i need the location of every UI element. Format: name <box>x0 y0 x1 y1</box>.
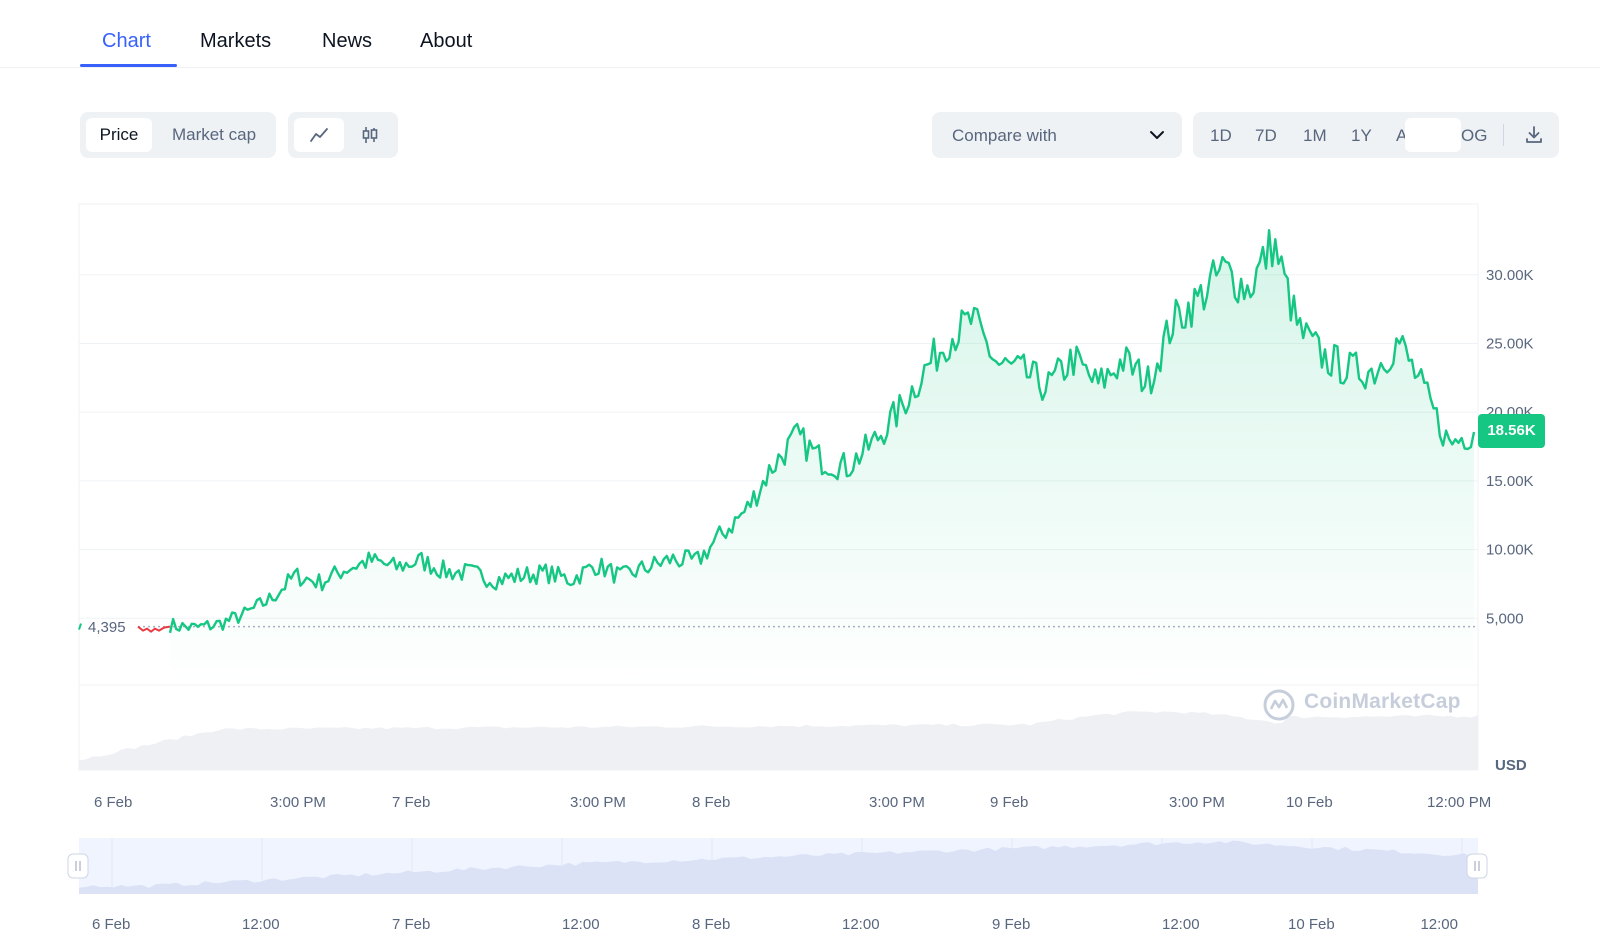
y-tick-label: 15.00K <box>1486 473 1534 490</box>
range-divider <box>1503 124 1504 146</box>
metric-toggle: Price Market cap <box>80 112 276 158</box>
tab-news[interactable]: News <box>322 30 373 52</box>
compare-with-dropdown[interactable]: Compare with <box>932 112 1182 158</box>
time-range-selector: 1D 7D 1M 1Y All OG <box>1193 112 1559 158</box>
chart-type-toggle <box>288 112 398 158</box>
navigator-tick-label: 8 Feb <box>692 916 730 933</box>
x-tick-label: 3:00 PM <box>1169 794 1225 811</box>
tab-markets[interactable]: Markets <box>200 30 272 52</box>
start-price-segment <box>137 625 171 633</box>
navigator-right-handle[interactable] <box>1466 853 1488 879</box>
y-tick-label: 25.00K <box>1486 336 1534 353</box>
range-1y-button[interactable]: 1Y <box>1351 126 1372 145</box>
navigator-tick-label: 12:00 <box>842 916 880 933</box>
active-tab-indicator <box>80 64 177 67</box>
navigator-tick-label: 6 Feb <box>92 916 130 933</box>
current-price-badge: 18.56K <box>1478 414 1545 448</box>
price-line <box>168 229 1476 634</box>
price-button[interactable]: Price <box>86 118 152 152</box>
range-1d-button[interactable]: 1D <box>1210 126 1232 145</box>
compare-with-label: Compare with <box>952 126 1057 145</box>
x-tick-label: 10 Feb <box>1286 794 1333 811</box>
currency-label: USD <box>1495 757 1527 774</box>
y-tick-label: 10.00K <box>1486 542 1534 559</box>
line-chart-icon <box>310 128 328 142</box>
x-tick-label: 3:00 PM <box>869 794 925 811</box>
x-tick-label: 8 Feb <box>692 794 730 811</box>
volume-bars <box>79 711 1478 770</box>
y-tick-label: 5,000 <box>1486 610 1524 627</box>
navigator-tick-label: 10 Feb <box>1288 916 1335 933</box>
x-tick-label: 7 Feb <box>392 794 430 811</box>
market-cap-button[interactable]: Market cap <box>171 125 257 144</box>
tab-bar: Chart Markets News About <box>0 0 1600 68</box>
watermark-text: CoinMarketCap <box>1304 690 1461 713</box>
price-area <box>170 230 1474 685</box>
download-icon[interactable] <box>1523 124 1545 146</box>
navigator-left-handle[interactable] <box>67 853 89 879</box>
navigator-tick-label: 12:00 <box>1420 916 1458 933</box>
navigator-tick-label: 12:00 <box>1162 916 1200 933</box>
x-tick-label: 3:00 PM <box>570 794 626 811</box>
chevron-down-icon <box>1150 131 1164 139</box>
navigator-area <box>79 840 1478 894</box>
x-tick-label: 9 Feb <box>990 794 1028 811</box>
x-tick-label: 12:00 PM <box>1427 794 1491 811</box>
coinmarketcap-logo-icon <box>1263 689 1295 721</box>
start-price-label: 4,395 <box>88 619 126 636</box>
navigator-tick-label: 9 Feb <box>992 916 1030 933</box>
volume-area <box>79 711 1478 770</box>
x-tick-label: 6 Feb <box>94 794 132 811</box>
range-7d-button[interactable]: 7D <box>1255 126 1277 145</box>
range-og-button[interactable]: OG <box>1461 126 1488 145</box>
x-tick-label: 3:00 PM <box>270 794 326 811</box>
navigator-tick-label: 12:00 <box>562 916 600 933</box>
navigator-tick-label: 7 Feb <box>392 916 430 933</box>
navigator-tick-label: 12:00 <box>242 916 280 933</box>
navigator-x-axis: 6 Feb 12:00 7 Feb 12:00 8 Feb 12:00 9 Feb 12:00… <box>92 916 1458 933</box>
candlestick-button[interactable] <box>346 118 394 152</box>
range-1m-button[interactable]: 1M <box>1303 126 1327 145</box>
line-chart-button[interactable] <box>294 118 344 152</box>
y-tick-label: 30.00K <box>1486 267 1534 284</box>
tab-about[interactable]: About <box>420 30 473 52</box>
tab-chart[interactable]: Chart <box>102 30 151 52</box>
range-selected-highlight[interactable] <box>1405 118 1461 152</box>
candlestick-icon <box>362 127 378 143</box>
x-axis: 6 Feb 3:00 PM 7 Feb 3:00 PM 8 Feb 3:00 PM 9 Fe… <box>94 794 1491 811</box>
price-line-fragment <box>78 623 82 630</box>
